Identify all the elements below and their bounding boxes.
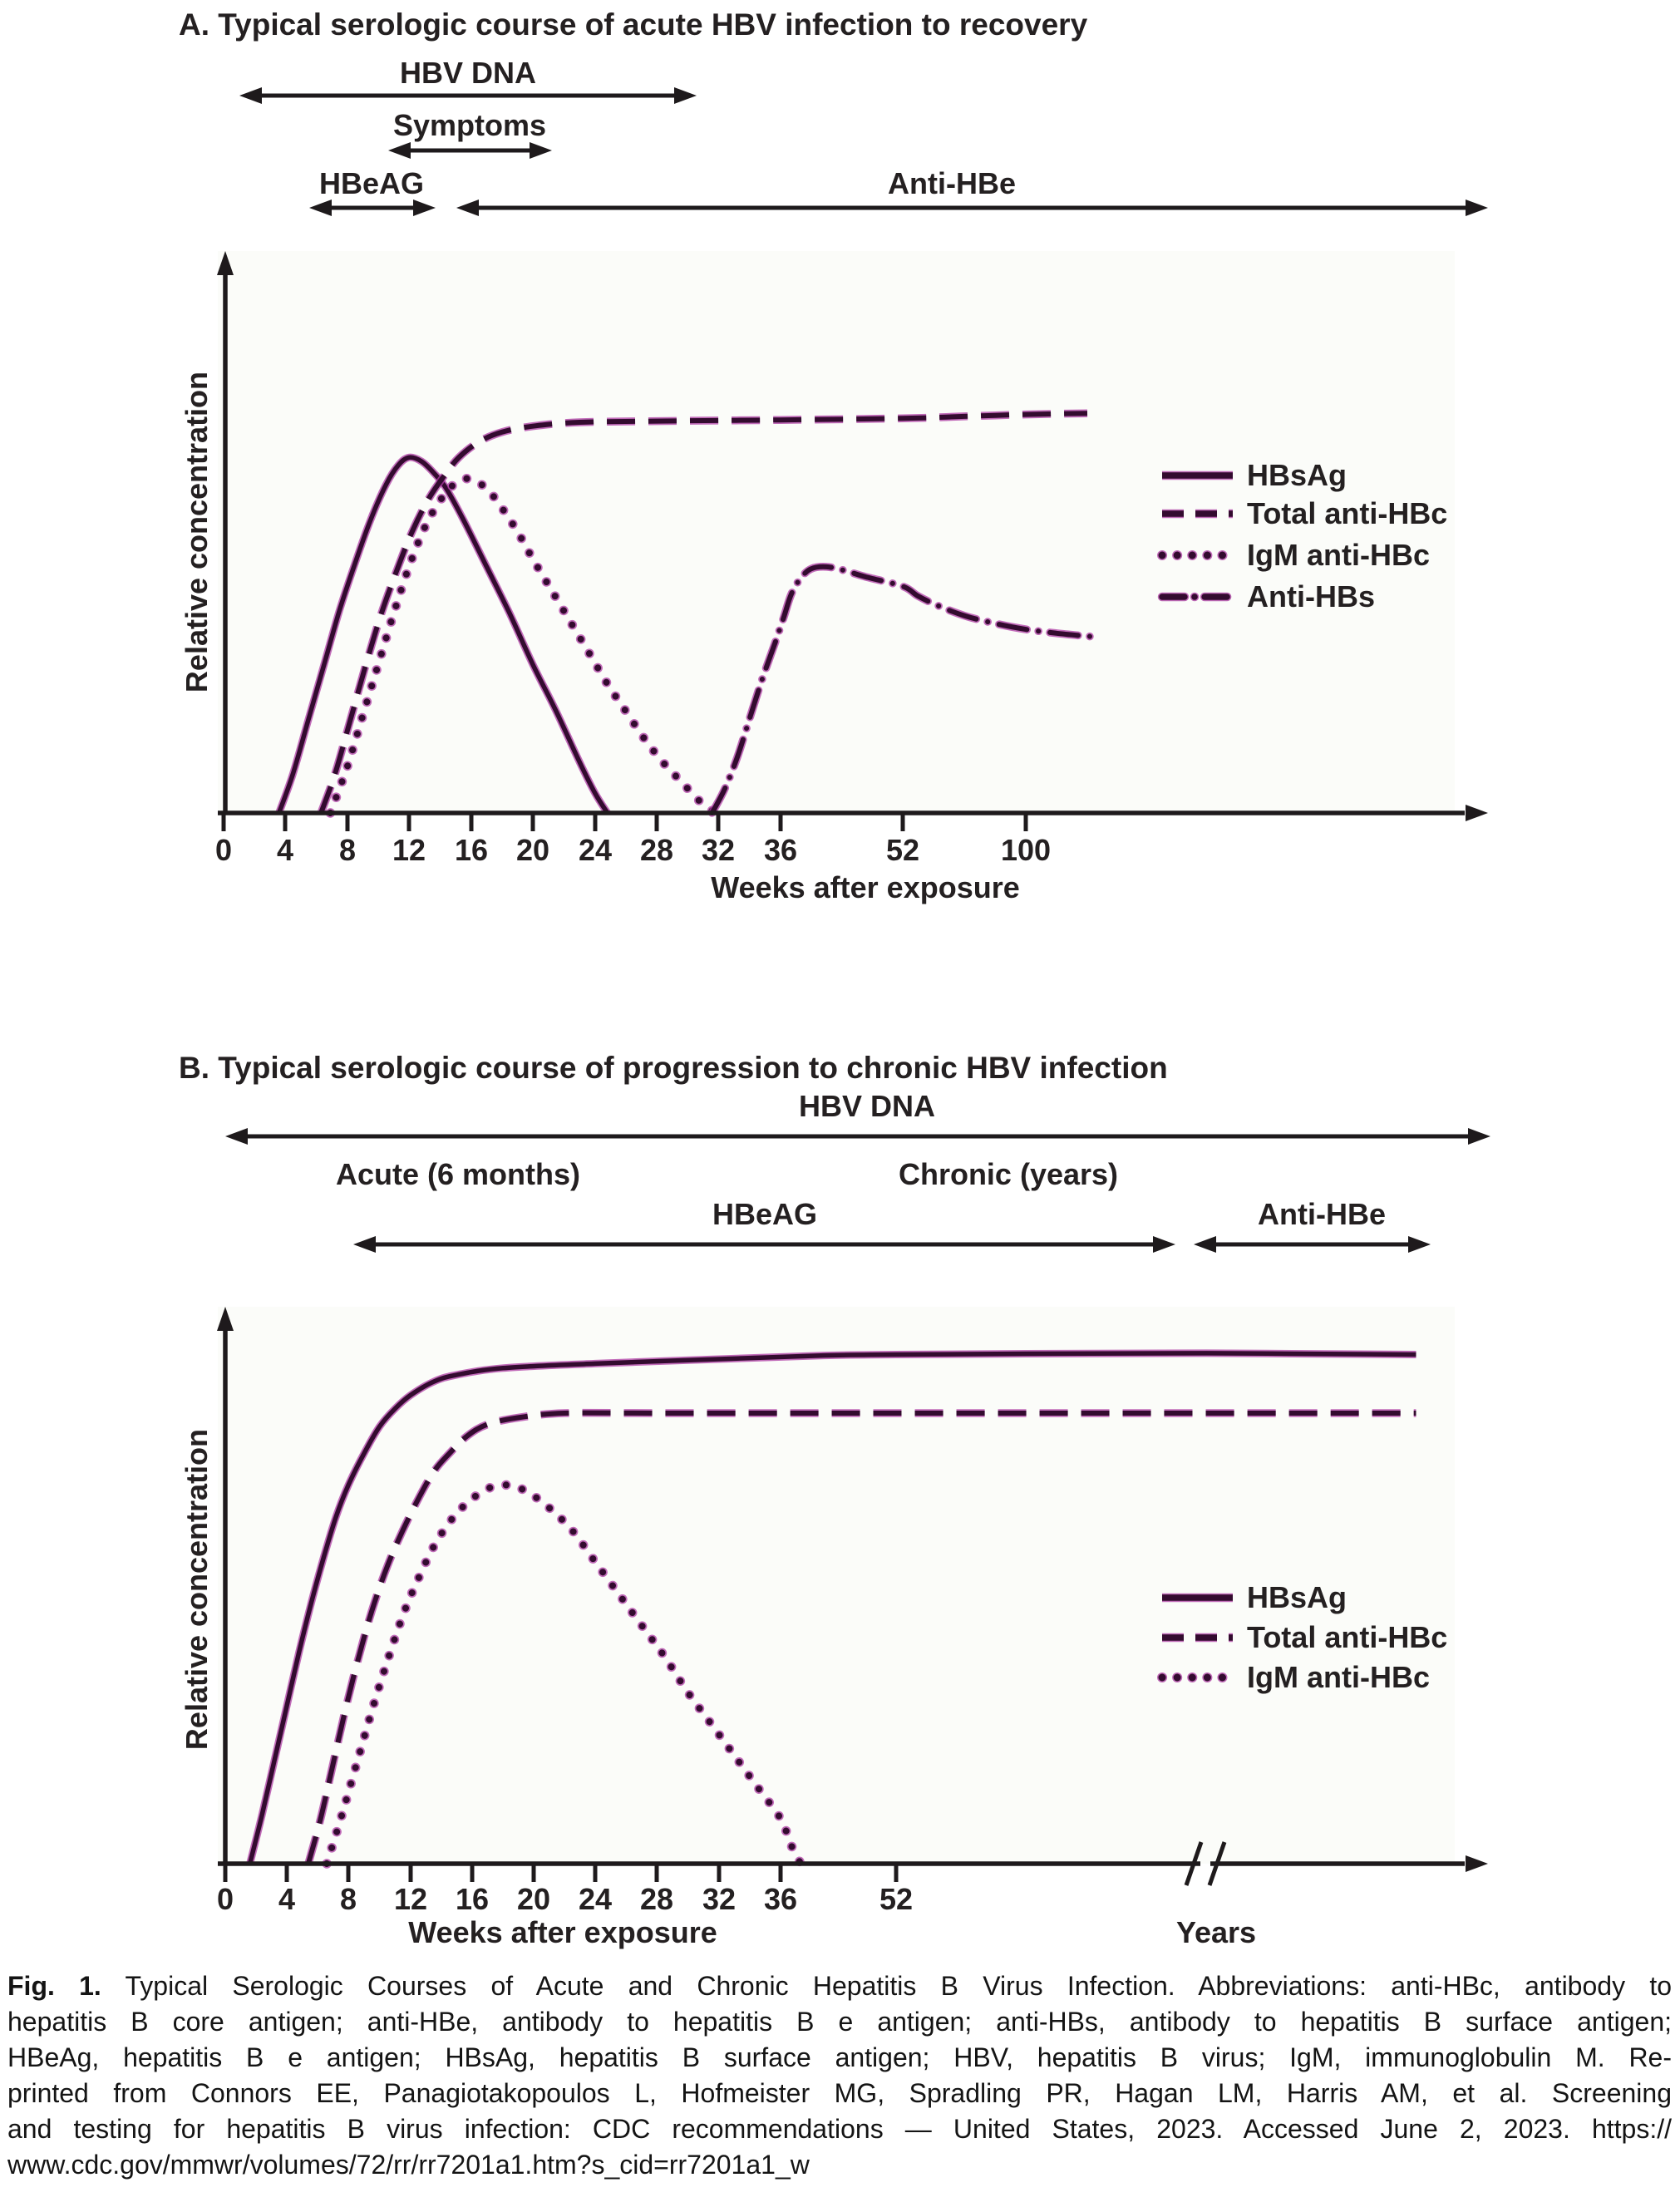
x-tick-label: 28	[640, 1882, 673, 1916]
arrowhead-icon	[217, 251, 234, 275]
x-tick-label: 4	[277, 833, 293, 867]
caption-figure-label: Fig. 1.	[7, 1971, 101, 2001]
legend-label-total-anti-hbc: Total anti-HBc	[1247, 496, 1447, 530]
x-tick-label: 20	[516, 833, 549, 867]
x-tick-label: 8	[340, 1882, 357, 1916]
legend-label-hbsag: HBsAg	[1247, 458, 1347, 492]
series-hbsag-line	[277, 455, 610, 815]
caption-line: and testing for hepatitis B virus infect…	[7, 2114, 1672, 2144]
arrowhead-icon	[388, 142, 411, 159]
arrowhead-icon	[1194, 1236, 1216, 1253]
axis-break-icon	[1207, 1841, 1227, 1886]
panel-b-title: B. Typical serologic course of progressi…	[179, 1051, 1168, 1085]
x-tick-label: 28	[640, 833, 673, 867]
arrowhead-icon	[674, 87, 697, 104]
arrowhead-icon	[1468, 1128, 1490, 1145]
arrowhead-icon	[1466, 805, 1488, 821]
axis-break-icon	[1184, 1841, 1204, 1886]
panel-a-chart: A. Typical serologic course of acute HBV…	[179, 7, 1488, 904]
duration-label-hbv-dna: HBV DNA	[799, 1089, 935, 1123]
x-tick-label: 32	[702, 1882, 736, 1916]
arrowhead-icon	[239, 87, 262, 104]
x-axis-label: Weeks after exposure	[711, 870, 1020, 904]
x-tick-label: 100	[1001, 833, 1051, 867]
legend: HBsAg Total anti-HBc IgM anti-HBc Anti-HBs	[1157, 458, 1447, 613]
panel-b-chart: B. Typical serologic course of progressi…	[179, 1051, 1490, 1949]
x-tick-label: 12	[392, 833, 426, 867]
duration-label-chronic-years: Chronic (years)	[899, 1157, 1118, 1191]
caption-line: HBeAg, hepatitis B e antigen; HBsAg, hep…	[7, 2042, 1672, 2072]
duration-label-hbeag: HBeAG	[712, 1197, 817, 1231]
duration-label-acute-6-months: Acute (6 months)	[336, 1157, 580, 1191]
series-total-anti-hbc-line	[306, 1410, 1416, 1865]
arrowhead-icon	[217, 1307, 234, 1331]
legend: HBsAg Total anti-HBc IgM anti-HBc	[1157, 1580, 1447, 1694]
x-tick-label: 16	[456, 1882, 489, 1916]
x-tick-label: 24	[579, 833, 612, 867]
series-total-anti-hbc-line	[318, 411, 1088, 815]
caption-line: www.cdc.gov/mmwr/volumes/72/rr/rr7201a1.…	[7, 2150, 810, 2180]
x-tick-label: 32	[702, 833, 735, 867]
caption-line: hepatitis B core antigen; anti-HBe, anti…	[7, 2007, 1672, 2037]
series-igm-anti-hbc-line	[323, 1481, 805, 1867]
x-tick-label: 52	[886, 833, 919, 867]
panel-a-title: A. Typical serologic course of acute HBV…	[179, 7, 1088, 42]
x-tick-label: 20	[517, 1882, 550, 1916]
legend-label-total-anti-hbc: Total anti-HBc	[1247, 1620, 1447, 1654]
x-tick-label: 8	[339, 833, 356, 867]
caption-text: Typical Serologic Courses of Acute and C…	[125, 1971, 1673, 2001]
x-tick-label: 12	[394, 1882, 427, 1916]
caption-line: printed from Connors EE, Panagiotakopoul…	[7, 2078, 1672, 2108]
duration-label-anti-hbe: Anti-HBe	[888, 166, 1016, 200]
arrowhead-icon	[225, 1128, 248, 1145]
duration-label-symptoms: Symptoms	[393, 108, 546, 142]
legend-label-igm-anti-hbc: IgM anti-HBc	[1247, 1660, 1430, 1694]
arrowhead-icon	[530, 142, 552, 159]
arrowhead-icon	[413, 200, 436, 216]
legend-label-igm-anti-hbc: IgM anti-HBc	[1247, 538, 1430, 572]
caption-line: Fig. 1. Typical Serologic Courses of Acu…	[7, 1968, 1672, 2004]
arrowhead-icon	[1408, 1236, 1431, 1253]
x-tick-label: 52	[879, 1882, 913, 1916]
duration-label-anti-hbe: Anti-HBe	[1258, 1197, 1386, 1231]
arrowhead-icon	[456, 200, 479, 216]
x-axis-label: Weeks after exposure	[408, 1915, 717, 1949]
x-tick-label: 4	[278, 1882, 295, 1916]
legend-label-hbsag: HBsAg	[1247, 1580, 1347, 1614]
series-hbsag-line	[247, 1351, 1416, 1865]
arrowhead-icon	[1153, 1236, 1175, 1253]
x-tick-label: 36	[764, 833, 797, 867]
duration-label-hbv-dna: HBV DNA	[400, 56, 536, 90]
x-tick-label: 0	[215, 833, 232, 867]
legend-label-anti-hbs: Anti-HBs	[1247, 579, 1375, 613]
plot-area	[218, 251, 1455, 813]
arrowhead-icon	[353, 1236, 376, 1253]
duration-label-hbeag: HBeAG	[319, 166, 424, 200]
x-tick-label: 0	[217, 1882, 234, 1916]
y-axis-label: Relative concentration	[180, 372, 214, 692]
arrowhead-icon	[1466, 1855, 1488, 1872]
figure-caption: Fig. 1. Typical Serologic Courses of Acu…	[7, 1968, 1672, 2183]
x-tick-label: 36	[764, 1882, 797, 1916]
series-igm-anti-hbc-glow	[325, 474, 721, 818]
arrowhead-icon	[1466, 200, 1488, 216]
arrowhead-icon	[309, 200, 332, 216]
x-tick-label: 24	[579, 1882, 612, 1916]
series-anti-hbs-line	[709, 564, 1101, 815]
serologic-course-figure: A. Typical serologic course of acute HBV…	[179, 7, 1490, 1949]
plot-area	[218, 1307, 1455, 1864]
x-tick-label: 16	[455, 833, 488, 867]
y-axis-label: Relative concentration	[180, 1429, 214, 1750]
x-axis-extra-label: Years	[1176, 1915, 1256, 1949]
